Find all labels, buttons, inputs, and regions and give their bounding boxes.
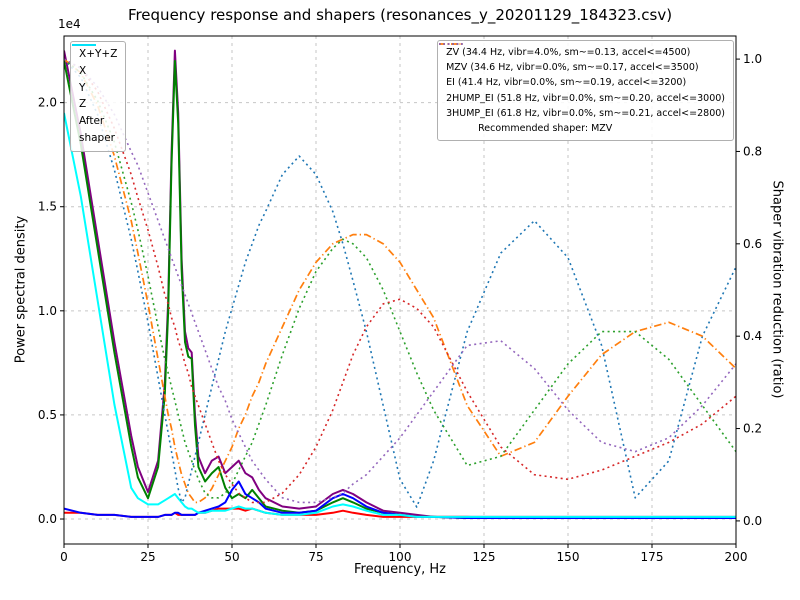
y-right-tick-label: 0.4 <box>743 329 762 343</box>
psd-legend-label: Z <box>79 98 87 111</box>
legend-line-swatch <box>72 44 96 46</box>
series-MZV <box>64 58 736 504</box>
x-tick-label: 150 <box>557 550 580 564</box>
legend-line-swatch <box>439 43 464 45</box>
y-right-tick-label: 1.0 <box>743 52 762 66</box>
psd-legend: X+Y+Z X Y Z After shaper <box>70 41 127 152</box>
y-right-tick-label: 0.8 <box>743 144 762 158</box>
x-tick-label: 75 <box>308 550 323 564</box>
psd-legend-item: Z <box>72 44 117 113</box>
shaper-legend-item: EI (41.4 Hz, vibr=0.0%, sm~=0.19, accel<… <box>439 43 725 90</box>
psd-legend-label: Y <box>79 81 86 94</box>
shaper-legend-item: 2HUMP_EI (51.8 Hz, vibr=0.0%, sm~=0.20, … <box>439 43 725 106</box>
shaper-legend-item: MZV (34.6 Hz, vibr=0.0%, sm~=0.17, accel… <box>439 43 725 75</box>
shaper-legend-label: ZV (34.4 Hz, vibr=4.0%, sm~=0.13, accel<… <box>446 47 691 58</box>
y-left-offset-text: 1e4 <box>58 17 81 31</box>
y-left-tick-label: 1.5 <box>38 200 57 214</box>
psd-legend-item: Y <box>72 44 117 97</box>
psd-legend-label: X+Y+Z <box>79 48 118 60</box>
shaper-legend: ZV (34.4 Hz, vibr=4.0%, sm~=0.13, accel<… <box>437 40 734 142</box>
y-left-tick-label: 0.0 <box>38 512 57 526</box>
shaper-legend-label: 2HUMP_EI (51.8 Hz, vibr=0.0%, sm~=0.20, … <box>446 92 725 104</box>
recommended-shaper-note: Recommended shaper: MZV <box>478 122 613 134</box>
x-tick-label: 25 <box>140 550 155 564</box>
psd-legend-item: X+Y+Z <box>72 44 118 63</box>
series-2HUMP_EI <box>64 58 736 504</box>
y-right-tick-label: 0.0 <box>743 514 762 528</box>
shaper-legend-label: MZV (34.6 Hz, vibr=0.0%, sm~=0.17, accel… <box>446 62 699 74</box>
shaper-legend-label: EI (41.4 Hz, vibr=0.0%, sm~=0.19, accel<… <box>446 77 687 89</box>
x-tick-label: 200 <box>725 550 748 564</box>
y-left-tick-label: 2.0 <box>38 96 57 110</box>
x-tick-label: 50 <box>224 550 239 564</box>
y-right-tick-label: 0.2 <box>743 422 762 436</box>
y-axis-label-right: Shaper vibration reduction (ratio) <box>769 180 785 399</box>
series-After shaper <box>64 112 736 518</box>
psd-legend-item: After shaper <box>72 44 117 147</box>
y-axis-label-left: Power spectral density <box>13 215 29 364</box>
shaper-legend-item: ZV (34.4 Hz, vibr=4.0%, sm~=0.13, accel<… <box>439 43 725 60</box>
psd-legend-item: X <box>72 44 117 80</box>
series-Z <box>64 480 736 519</box>
chart-title: Frequency response and shapers (resonanc… <box>127 6 673 24</box>
x-tick-label: 125 <box>473 550 496 564</box>
psd-legend-label: X <box>79 64 87 77</box>
series-3HUMP_EI <box>64 58 736 504</box>
y-left-tick-label: 1.0 <box>38 304 57 318</box>
y-left-tick-label: 0.5 <box>38 408 57 422</box>
psd-legend-label: After shaper <box>79 115 116 144</box>
legend-line-swatch <box>439 43 464 45</box>
x-axis-label: Frequency, Hz <box>353 562 447 577</box>
x-tick-label: 0 <box>60 550 68 564</box>
x-tick-label: 100 <box>389 550 412 564</box>
shaper-legend-item: 3HUMP_EI (61.8 Hz, vibr=0.0%, sm~=0.21, … <box>439 43 725 121</box>
x-tick-label: 175 <box>641 550 664 564</box>
shaper-legend-label: 3HUMP_EI (61.8 Hz, vibr=0.0%, sm~=0.21, … <box>446 107 725 119</box>
series-ZV <box>64 58 736 508</box>
y-right-tick-label: 0.6 <box>743 237 762 251</box>
